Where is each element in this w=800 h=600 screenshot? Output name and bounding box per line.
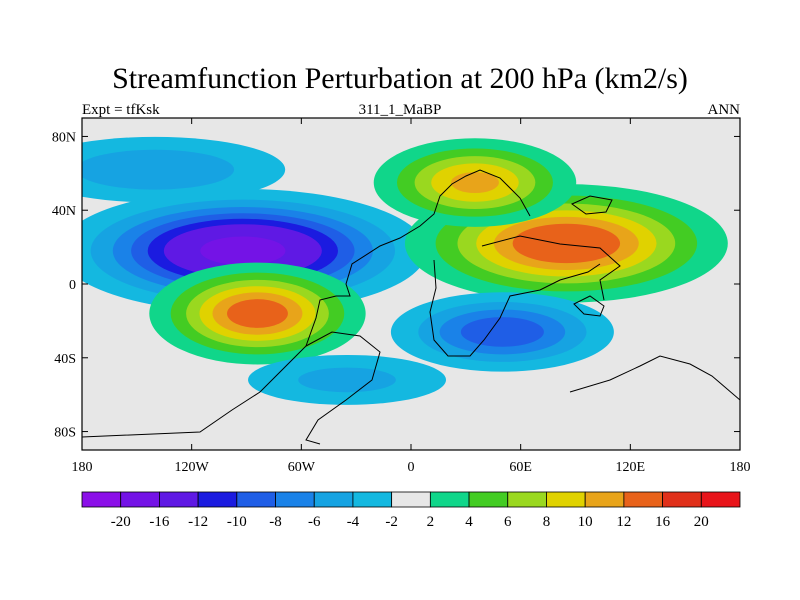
colorbar-swatch bbox=[429, 491, 470, 508]
colorbar-label: 16 bbox=[655, 514, 671, 530]
coastlines bbox=[82, 169, 740, 445]
lon-tick-label: 120E bbox=[616, 460, 646, 475]
coastline-eurasia bbox=[481, 235, 621, 301]
anomaly-north-pacific-low bbox=[82, 136, 286, 203]
lon-tick-label: 0 bbox=[408, 460, 415, 475]
colorbar-swatch bbox=[700, 491, 741, 508]
season-label: ANN bbox=[707, 102, 741, 118]
lon-tick-label: 60E bbox=[509, 460, 532, 475]
page-title: Streamfunction Perturbation at 200 hPa (… bbox=[112, 62, 688, 95]
lon-tick-label: 180 bbox=[730, 460, 751, 475]
colorbar-label: 12 bbox=[616, 514, 631, 530]
colorbar-swatch bbox=[81, 491, 122, 508]
colorbar-swatch bbox=[352, 491, 393, 508]
colorbar-swatch bbox=[120, 491, 160, 508]
lon-tick-label: 180 bbox=[72, 460, 93, 475]
colorbar-swatch bbox=[623, 491, 663, 508]
lon-tick-label: 60W bbox=[288, 460, 316, 475]
colorbar: -20 -16 -12 -10 -8 -6 -4 -2 2 4 6 8 10 12 16 20 bbox=[81, 491, 741, 530]
anomaly-indian-ocean-low bbox=[390, 292, 614, 372]
anomaly-european-high bbox=[373, 138, 577, 227]
colorbar-swatch bbox=[546, 491, 586, 508]
colorbar-swatch bbox=[507, 491, 547, 508]
coastline-greenland bbox=[570, 195, 613, 215]
colorbar-swatch bbox=[159, 491, 199, 508]
contour-field bbox=[82, 136, 728, 405]
contour-band bbox=[227, 299, 288, 328]
lon-tick-label: 120W bbox=[175, 460, 210, 475]
colorbar-label: -16 bbox=[149, 514, 169, 530]
colorbar-label: -20 bbox=[111, 514, 131, 530]
lat-tick-label: 40S bbox=[54, 352, 76, 367]
colorbar-label: 20 bbox=[694, 514, 709, 530]
colorbar-swatch bbox=[662, 491, 702, 508]
lat-tick-label: 40N bbox=[52, 204, 76, 219]
contour-band bbox=[512, 223, 621, 264]
coastline-americas bbox=[82, 169, 531, 438]
run-label: 311_1_MaBP bbox=[358, 102, 442, 118]
colorbar-swatch bbox=[197, 491, 238, 508]
lat-tick-label: 80N bbox=[52, 130, 76, 145]
coastline-south-america bbox=[305, 331, 381, 445]
contour-band bbox=[82, 149, 235, 190]
coastline-africa bbox=[429, 259, 601, 357]
coastline-antarctica bbox=[569, 355, 740, 401]
colorbar-label: -10 bbox=[227, 514, 247, 530]
experiment-label: Expt = tfKsk bbox=[82, 102, 160, 118]
anomaly-southern-ocean-low bbox=[248, 354, 447, 405]
contour-band bbox=[200, 236, 286, 266]
anomaly-south-pacific-high bbox=[149, 262, 366, 365]
colorbar-label: -8 bbox=[269, 514, 282, 530]
colorbar-label: 2 bbox=[427, 514, 435, 530]
map-axes: 80N 40N 0 40S 80S 180 120W 60W 0 60E 120E 180 bbox=[52, 118, 751, 475]
colorbar-label: -4 bbox=[347, 514, 360, 530]
colorbar-label: -12 bbox=[188, 514, 208, 530]
colorbar-label: -6 bbox=[308, 514, 321, 530]
lat-tick-label: 80S bbox=[54, 426, 76, 441]
colorbar-swatch bbox=[584, 491, 625, 508]
lat-tick-label: 0 bbox=[69, 278, 76, 293]
colorbar-label: 10 bbox=[578, 514, 593, 530]
colorbar-swatch bbox=[236, 491, 276, 508]
coastline-australia bbox=[573, 295, 605, 317]
colorbar-label: 6 bbox=[504, 514, 512, 530]
contour-band bbox=[460, 317, 544, 347]
contour-band bbox=[298, 367, 396, 393]
colorbar-swatch bbox=[313, 491, 354, 508]
colorbar-label: 8 bbox=[543, 514, 551, 530]
colorbar-swatch bbox=[275, 491, 315, 508]
colorbar-label: 4 bbox=[465, 514, 473, 530]
colorbar-swatch bbox=[391, 491, 431, 508]
colorbar-swatch bbox=[468, 491, 509, 508]
colorbar-label: -2 bbox=[385, 514, 398, 530]
